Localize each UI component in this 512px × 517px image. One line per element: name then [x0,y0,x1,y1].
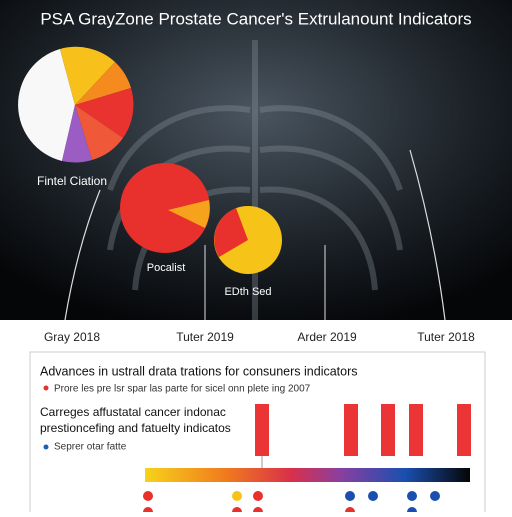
slice [214,208,248,257]
dot [345,491,355,501]
bar [344,404,358,456]
timeline-label: Arder 2019 [297,330,357,344]
dot [407,491,417,501]
slice [60,46,115,105]
pie-3 [214,206,282,274]
dot [430,491,440,501]
slice [75,105,123,160]
figure-label: EDth Sed [224,286,271,298]
slice [120,163,210,253]
bar [457,404,471,456]
figure-label: Pocalist [147,262,186,274]
dot [143,491,153,501]
timeline-label: Tuter 2018 [417,330,475,344]
pie-1 [18,46,134,163]
bars [255,404,471,456]
slice [75,62,131,105]
subheading: Carreges affustatal cancer indonac prest… [40,405,231,435]
guide-line [64,149,446,321]
pie-2 [120,163,210,253]
bar [409,404,423,456]
figure-label: Fintel Ciation [37,174,107,188]
title: PSA GrayZone Prostate Cancer's Extrulano… [40,9,471,28]
dot [253,491,263,501]
dot [232,491,242,501]
bar [255,404,269,456]
bullet [43,444,49,450]
gradient-bar [145,468,470,482]
slice [168,200,210,228]
slice [62,105,92,163]
dot [368,491,378,501]
bullet-text: Prore les pre lsr spar las parte for sic… [54,384,311,395]
bullet [43,385,49,391]
bullet-text: Seprer otar fatte [54,442,127,453]
timeline-label: Gray 2018 [44,330,100,344]
slice [75,88,134,138]
slice [18,49,75,161]
timeline-label: Tuter 2019 [176,330,234,344]
bar [381,404,395,456]
subheading-box: Carreges affustatal cancer indonac prest… [40,405,231,435]
heading: Advances in ustrall drata trations for c… [40,364,358,378]
